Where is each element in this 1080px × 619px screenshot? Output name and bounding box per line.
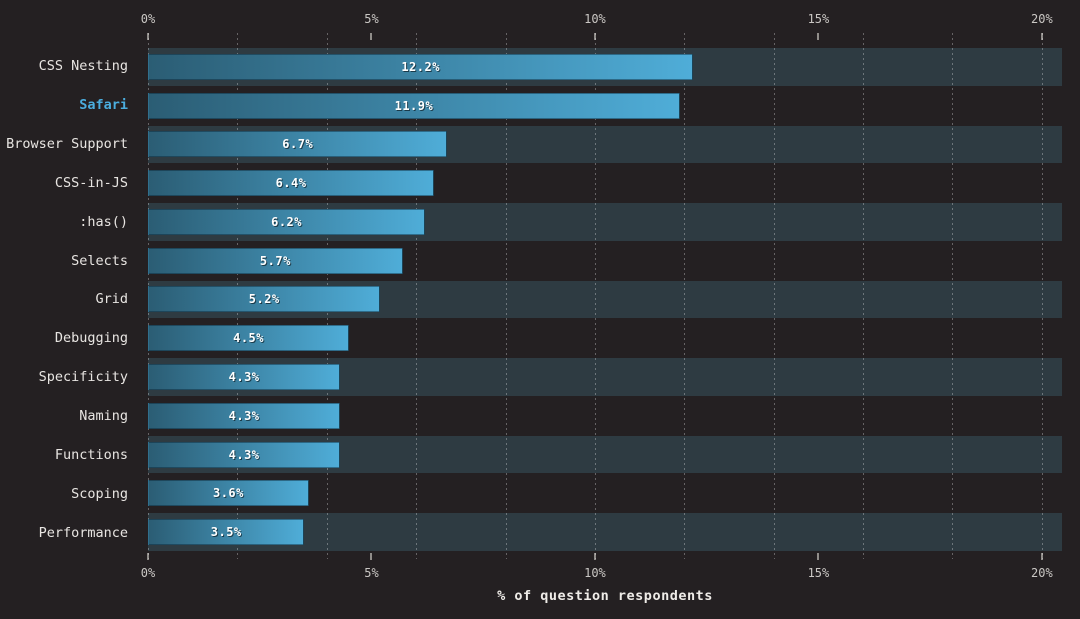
category-label: Safari — [79, 97, 128, 114]
bar-row: 6.4% — [148, 164, 1062, 202]
bar-row: 4.3% — [148, 397, 1062, 435]
x-tick-label: 20% — [1031, 12, 1053, 26]
category-label: Debugging — [54, 330, 128, 347]
category-label: Scoping — [71, 485, 128, 502]
bar-row: 12.2% — [148, 47, 1062, 87]
x-tick-mark — [817, 33, 820, 40]
x-tick-mark — [593, 553, 596, 560]
bar: 6.7% — [148, 131, 448, 158]
bar-value-label: 3.5% — [210, 525, 242, 540]
x-tick-label: 15% — [807, 566, 830, 580]
bar-row: 11.9% — [148, 87, 1062, 125]
bar-row: 4.3% — [148, 357, 1062, 397]
bar-value-label: 12.2% — [401, 59, 440, 74]
bar-row: 5.2% — [148, 280, 1062, 320]
bar: 5.2% — [148, 286, 381, 313]
bar-value-label: 11.9% — [394, 98, 434, 113]
bar-row: 6.7% — [148, 125, 1062, 165]
bar-row: 3.6% — [148, 474, 1062, 512]
x-tick-label: 5% — [364, 12, 379, 26]
x-tick-mark — [147, 553, 149, 560]
x-tick-mark — [817, 553, 820, 560]
bar: 4.5% — [148, 325, 350, 352]
bar-row: 5.7% — [148, 242, 1062, 280]
bar-value-label: 4.3% — [228, 370, 260, 384]
bar-value-label: 5.2% — [248, 292, 280, 307]
category-label: Functions — [54, 446, 128, 463]
bar: 5.7% — [148, 247, 403, 274]
x-axis-top-ticks — [147, 33, 1062, 40]
bar: 6.4% — [148, 170, 435, 197]
bar: 12.2% — [148, 53, 694, 80]
x-tick-label: 10% — [584, 12, 606, 26]
plot-area: 12.2% 11.9% 6.7% 6.4% 6.2% 5.7% 5.2% 4.5% 4.3% 4.… — [148, 47, 1062, 552]
x-tick-label: 0% — [140, 12, 156, 26]
x-tick-label: 0% — [140, 566, 156, 580]
category-label: Selects — [71, 252, 128, 269]
bar-rows: 12.2% 11.9% 6.7% 6.4% 6.2% 5.7% 5.2% 4.5% 4.3% 4.… — [148, 47, 1062, 552]
category-label: CSS Nesting — [38, 58, 128, 75]
x-axis-top-labels: 0% 5% 10% 15% 20% — [141, 12, 1062, 27]
bar-row: 4.3% — [148, 435, 1062, 475]
x-tick-label: 15% — [807, 12, 830, 26]
category-labels: CSS Nesting Safari Browser Support CSS-in-J… — [0, 47, 138, 552]
x-tick-label: 20% — [1031, 566, 1053, 580]
bar-value-label: 4.3% — [228, 447, 260, 462]
x-tick-label: 5% — [364, 566, 379, 580]
x-tick-mark — [1040, 553, 1043, 560]
bar-row: 6.2% — [148, 202, 1062, 242]
category-label: Grid — [95, 291, 128, 308]
bar-row: 4.5% — [148, 319, 1062, 357]
x-tick-mark — [370, 553, 373, 560]
bar: 3.6% — [148, 480, 309, 507]
bar: 4.3% — [148, 364, 341, 390]
x-axis-bottom-labels: 0% 5% 10% 15% 20% — [141, 566, 1062, 581]
bar: 11.9% — [148, 92, 680, 119]
bar-value-label: 6.4% — [275, 176, 307, 191]
x-tick-label: 10% — [584, 566, 606, 580]
bar: 6.2% — [148, 208, 426, 235]
bar: 4.3% — [148, 441, 341, 468]
bar-value-label: 5.7% — [259, 253, 291, 268]
x-axis-bottom-ticks — [147, 553, 1062, 560]
bar-value-label: 6.7% — [282, 137, 314, 152]
category-label: Specificity — [38, 369, 128, 386]
x-tick-mark — [147, 33, 149, 40]
x-tick-mark — [370, 33, 373, 40]
bar-value-label: 4.5% — [233, 331, 264, 346]
bar: 4.3% — [148, 402, 341, 429]
bar-row: 3.5% — [148, 512, 1062, 552]
bar-value-label: 3.6% — [212, 486, 244, 501]
category-label: CSS-in-JS — [54, 174, 128, 191]
x-tick-mark — [1040, 33, 1043, 40]
category-label: Browser Support — [6, 136, 128, 153]
x-tick-mark — [593, 33, 596, 40]
category-label: Performance — [38, 524, 128, 541]
bar-value-label: 6.2% — [271, 214, 302, 229]
x-axis-title: % of question respondents — [497, 588, 713, 604]
category-label: :has() — [79, 213, 128, 230]
category-label: Naming — [79, 408, 128, 425]
bar: 3.5% — [148, 519, 305, 546]
bar-value-label: 4.3% — [228, 408, 260, 423]
